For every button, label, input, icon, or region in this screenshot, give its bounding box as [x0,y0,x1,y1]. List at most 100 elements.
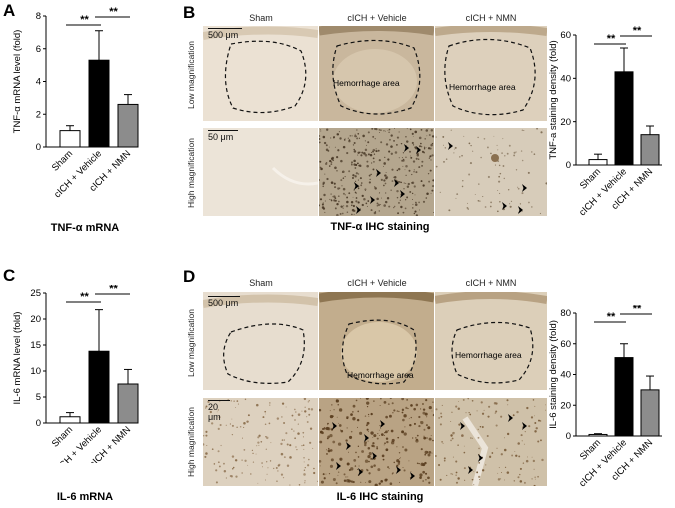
tissue-speck [265,448,267,450]
tissue-speck [465,412,467,414]
tissue-speck [206,445,208,447]
tissue-speck [269,404,271,406]
tissue-speck [523,130,525,132]
tissue-speck [239,426,242,428]
tissue-speck [326,128,329,131]
scale-bar-label: 50 μm [208,132,234,142]
tissue-speck [367,454,371,459]
tissue-speck [304,466,306,469]
tissue-speck [412,437,414,439]
tissue-speck [412,199,414,201]
tissue-speck [383,130,385,132]
tissue-speck [368,451,372,456]
tissue-speck [402,158,405,161]
tissue-speck [373,161,375,163]
tissue-speck [403,188,405,190]
tissue-speck [217,461,220,464]
tissue-speck [478,475,481,478]
tissue-speck [457,407,461,410]
arrowhead-marker [370,196,375,204]
tissue-speck [413,171,415,173]
y-axis-label: IL-6 mRNA level (fold) [12,312,23,405]
tissue-speck [334,197,337,199]
tissue-speck [402,152,405,154]
tissue-speck [357,201,360,204]
micrograph-b-vehicle-low: Hemorrhage area [319,26,434,121]
tissue-speck [416,434,419,437]
tissue-speck [377,468,381,472]
tissue-speck [327,449,331,453]
tissue-speck [396,144,398,146]
tissue-speck [322,183,325,185]
arrowhead-marker [364,434,369,442]
tissue-speck [368,181,371,184]
tissue-speck [477,428,479,431]
arrowhead-marker [358,468,363,476]
tissue-speck [241,459,243,461]
tissue-speck [357,187,360,190]
tissue-speck [414,203,418,206]
tissue-speck [270,442,272,444]
tissue-speck [415,171,418,174]
tissue-speck [370,151,372,153]
tissue-speck [372,168,375,171]
tissue-speck [471,437,473,439]
tissue-speck [354,175,357,178]
tissue-speck [399,458,401,459]
arrowhead-marker [410,472,415,480]
tissue-speck [437,463,441,467]
tissue-speck [340,179,343,182]
tissue-speck [205,430,208,433]
tissue-speck [355,172,358,175]
tissue-speck [346,211,349,213]
tissue-speck [342,177,345,179]
tissue-speck [427,173,430,175]
tissue-speck [309,427,313,430]
tissue-speck [334,207,337,210]
arrowhead-marker [468,466,473,474]
tissue-speck [324,162,328,166]
tissue-speck [329,449,333,452]
tissue-speck [211,448,214,450]
tissue-speck [302,431,305,434]
tissue-speck [376,446,378,448]
arrowhead-marker [522,422,527,430]
tissue-speck [487,146,489,149]
tissue-speck [389,138,391,141]
tissue-speck [357,410,360,413]
tissue-speck [301,410,303,412]
tissue-speck [353,148,355,151]
tissue-speck [218,465,221,468]
tissue-speck [426,416,428,418]
tissue-speck [405,406,408,409]
tissue-speck [525,459,529,463]
tissue-speck [455,197,457,199]
tissue-speck [394,128,396,129]
y-tick-label: 0 [566,431,571,442]
tissue-speck [320,167,323,171]
arrowhead-marker [336,462,341,470]
tissue-speck [440,412,443,415]
tissue-speck [367,413,370,416]
tissue-speck [307,401,309,403]
tissue-speck [372,148,376,152]
tissue-speck [521,210,523,212]
tissue-speck [301,445,303,447]
tissue-speck [203,435,205,437]
arrowhead-marker [508,414,513,422]
tissue-speck [217,450,220,453]
tissue-speck [469,162,473,165]
tissue-speck [504,437,505,439]
tissue-speck [338,131,341,133]
tissue-speck [229,423,232,425]
tissue-speck [354,133,356,135]
tissue-speck [369,153,373,157]
tissue-speck [532,399,535,401]
tissue-speck [385,437,389,440]
tissue-speck [356,129,358,131]
micrograph-b-vehicle-high [319,128,434,216]
tissue-speck [517,476,520,479]
tissue-speck [498,175,500,178]
tissue-speck [286,443,289,446]
tissue-speck [353,150,357,153]
